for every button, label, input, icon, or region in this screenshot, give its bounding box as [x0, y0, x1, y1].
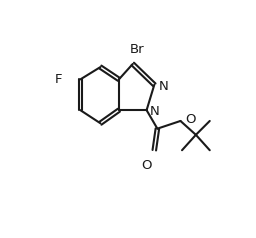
Text: O: O: [141, 159, 152, 173]
Text: N: N: [150, 105, 159, 118]
Text: O: O: [185, 113, 196, 126]
Text: F: F: [55, 73, 62, 86]
Text: N: N: [159, 80, 169, 93]
Text: Br: Br: [129, 43, 144, 56]
